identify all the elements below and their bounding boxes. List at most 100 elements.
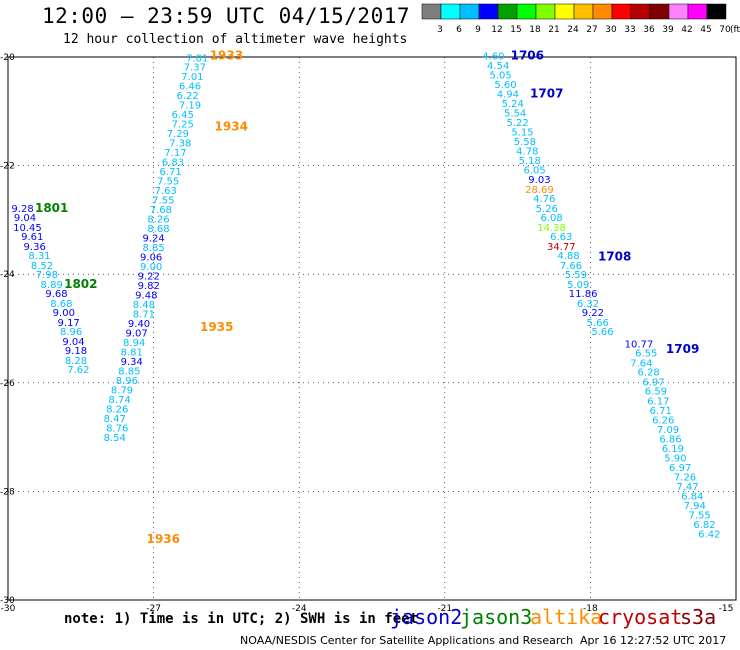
colorbar-label: 39	[662, 25, 674, 35]
wave-height-value: 9.04	[62, 337, 84, 348]
wave-height-value: 7.19	[179, 101, 201, 112]
wave-height-value: 4.78	[516, 147, 538, 158]
colorbar-unit: (ft)	[730, 25, 740, 35]
colorbar-label: 70	[719, 25, 731, 35]
wave-height-value: 8.54	[104, 433, 126, 444]
lat-tick-label: -20	[0, 53, 15, 63]
wave-height-value: 5.90	[664, 454, 686, 465]
wave-height-value: 5.05	[489, 71, 511, 82]
wave-height-value: 6.05	[523, 166, 545, 177]
wave-height-value: 6.26	[652, 416, 674, 427]
wave-height-value: 7.55	[688, 511, 710, 522]
lon-tick-label: -24	[292, 604, 307, 614]
track-time-label: 1936	[147, 532, 180, 546]
wave-height-value: 5.59	[565, 270, 587, 281]
track-time-label: 1934	[215, 119, 248, 133]
colorbar-label: 33	[624, 25, 635, 35]
wave-height-value: 8.71	[133, 310, 155, 321]
wave-height-value: 5.58	[514, 137, 536, 148]
wave-height-value: 8.28	[65, 356, 87, 367]
wave-height-value: 6.22	[176, 91, 198, 102]
wave-height-value: 9.40	[128, 319, 150, 330]
wave-height-value: 9.04	[14, 213, 36, 224]
wave-height-value: 4.94	[497, 90, 519, 101]
wave-height-value: 5.18	[519, 156, 541, 167]
track-time-label: 1708	[598, 250, 631, 264]
wave-height-value: 10.45	[13, 223, 42, 234]
wave-height-value: 9.06	[140, 253, 162, 264]
wave-height-value: 5.24	[502, 99, 524, 110]
wave-height-value: 7.55	[152, 196, 174, 207]
track-time-label: 1802	[64, 277, 97, 291]
colorbar-label: 45	[700, 25, 711, 35]
wave-height-value: 8.96	[60, 327, 82, 338]
lon-tick-label: -18	[583, 604, 598, 614]
wave-height-value: 6.17	[647, 397, 669, 408]
wave-height-value: 8.48	[133, 300, 155, 311]
wave-height-value: 7.63	[155, 186, 177, 197]
lon-tick-label: -27	[146, 604, 161, 614]
wave-height-value: 5.26	[536, 204, 558, 215]
wave-height-value: 7.98	[36, 270, 58, 281]
wave-height-value: 6.32	[577, 299, 599, 310]
wave-height-value: 8.76	[106, 424, 128, 435]
track-time-label: 1801	[35, 201, 68, 215]
colorbar-label: 6	[456, 25, 462, 35]
legend-jason3: jason3	[460, 605, 533, 629]
track-time-label: 1935	[200, 320, 233, 334]
wave-height-value: 7.01	[181, 72, 203, 83]
wave-height-value: 8.89	[41, 280, 63, 291]
wave-height-value: 6.59	[645, 387, 667, 398]
colorbar-label: 9	[475, 25, 481, 35]
lat-tick-label: -30	[0, 596, 15, 606]
colorbar-label: 18	[529, 25, 541, 35]
wave-height-value: 6.71	[650, 406, 672, 417]
wave-height-value: 8.26	[106, 405, 128, 416]
wave-height-value: 7.29	[167, 129, 189, 140]
footer-note: note: 1) Time is in UTC; 2) SWH is in fe…	[64, 611, 419, 627]
wave-height-value: 6.19	[662, 444, 684, 455]
wave-height-value: 6.86	[659, 435, 681, 446]
lon-tick-label: -15	[719, 604, 734, 614]
wave-height-value: 5.15	[511, 128, 533, 139]
wave-height-value: 8.94	[123, 338, 145, 349]
colorbar-label: 15	[510, 25, 521, 35]
wave-height-value: 6.63	[550, 232, 572, 243]
wave-height-value: 8.96	[116, 376, 138, 387]
wave-height-value: 8.81	[121, 348, 143, 359]
wave-height-value: 9.28	[11, 204, 33, 215]
wave-height-value: 28.69	[525, 185, 554, 196]
wave-height-value: 6.42	[698, 530, 720, 541]
wave-height-value: 8.79	[111, 386, 133, 397]
wave-height-value: 6.97	[642, 378, 664, 389]
wave-height-value: 7.37	[184, 63, 206, 74]
wave-height-value: 9.68	[45, 289, 67, 300]
colorbar-swatch	[706, 3, 727, 20]
wave-height-value: 5.09	[567, 280, 589, 291]
wave-height-value: 4.54	[487, 61, 509, 72]
wave-height-value: 7.25	[172, 120, 194, 131]
wave-height-value: 6.55	[635, 349, 657, 360]
wave-height-value: 5.66	[591, 327, 613, 338]
wave-height-value: 5.22	[506, 118, 528, 129]
wave-height-value: 7.17	[164, 148, 186, 159]
wave-height-value: 14.38	[537, 223, 566, 234]
wave-height-value: 11.86	[569, 289, 598, 300]
lat-tick-label: -22	[0, 162, 15, 172]
colorbar-label: 24	[567, 25, 579, 35]
colorbar-label: 12	[491, 25, 502, 35]
wave-height-value: 9.22	[582, 308, 604, 319]
credit-text: NOAA/NESDIS Center for Satellite Applica…	[240, 634, 574, 647]
colorbar-label: 42	[681, 25, 692, 35]
wave-height-value: 5.60	[494, 80, 516, 91]
wave-height-value: 9.22	[138, 272, 160, 283]
wave-height-value: 9.07	[125, 329, 147, 340]
wave-height-value: 9.36	[24, 242, 46, 253]
wave-height-value: 9.18	[65, 346, 87, 357]
wave-height-value: 9.24	[142, 234, 164, 245]
colorbar-label: 36	[643, 25, 655, 35]
wave-height-value: 8.74	[108, 395, 130, 406]
wave-height-value: 5.66	[587, 318, 609, 329]
legend-altika: altika	[530, 605, 603, 629]
